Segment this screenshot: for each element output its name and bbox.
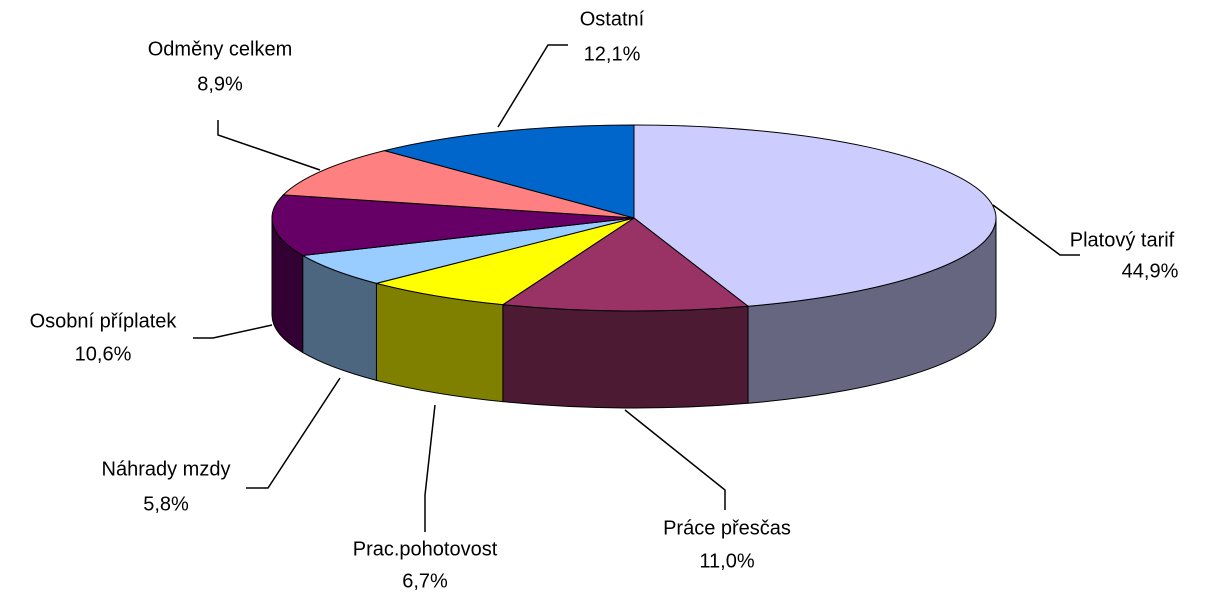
slice <box>384 124 635 219</box>
slice-label: Náhrady mzdy <box>102 458 231 480</box>
leader-line <box>193 324 273 339</box>
leader-line <box>217 120 321 171</box>
leader-line <box>424 404 436 532</box>
leader-line <box>624 409 726 510</box>
slice <box>376 217 635 306</box>
value-label: 11,0% <box>699 550 754 572</box>
slice <box>282 150 635 219</box>
slice-label: Práce přesčas <box>663 517 791 539</box>
slice <box>271 194 635 256</box>
value-label: 10,6% <box>75 343 132 365</box>
slice <box>301 217 635 284</box>
value-label: 5,8% <box>143 493 189 515</box>
slice <box>501 217 750 312</box>
leader-line <box>497 44 568 128</box>
slice <box>633 124 997 307</box>
slice-label: Prac.pohotovost <box>353 538 498 560</box>
slice-side <box>502 304 749 409</box>
value-label: 6,7% <box>402 570 448 592</box>
slice-label: Osobní příplatek <box>30 310 178 332</box>
value-label: 8,9% <box>197 73 243 95</box>
leader-line <box>992 204 1080 256</box>
slice-label: Platový tarif <box>1070 229 1175 251</box>
slice-label: Ostatní <box>580 8 645 30</box>
slice-label: Odměny celkem <box>148 38 293 60</box>
value-label: 12,1% <box>584 43 641 65</box>
leader-line <box>246 377 341 489</box>
value-label: 44,9% <box>1122 260 1179 282</box>
